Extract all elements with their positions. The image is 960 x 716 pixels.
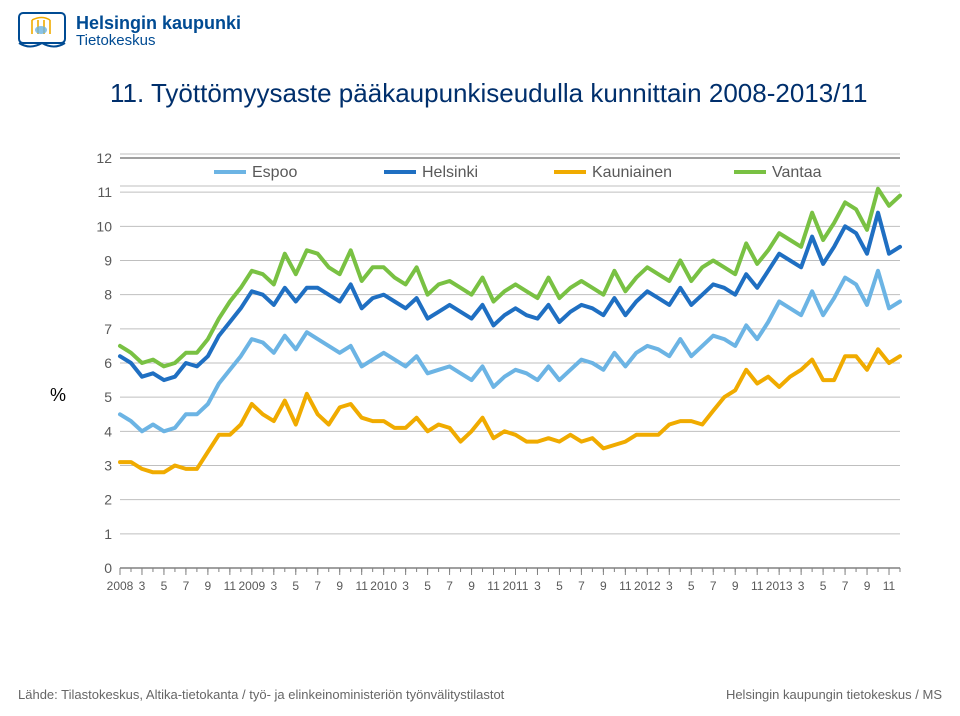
svg-text:10: 10: [96, 218, 112, 234]
svg-text:9: 9: [104, 253, 112, 269]
svg-text:6: 6: [104, 355, 112, 371]
svg-text:9: 9: [336, 579, 343, 593]
y-axis-unit: %: [50, 385, 66, 406]
footer: Lähde: Tilastokeskus, Altika-tietokanta …: [18, 687, 942, 702]
svg-text:7: 7: [104, 321, 112, 337]
brand-text: Helsingin kaupunki Tietokeskus: [76, 14, 241, 49]
line-chart: 0123456789101112200835791120093579112010…: [72, 148, 912, 618]
svg-text:3: 3: [798, 579, 805, 593]
svg-text:2013: 2013: [766, 579, 793, 593]
svg-text:Helsinki: Helsinki: [422, 164, 478, 181]
svg-text:3: 3: [104, 458, 112, 474]
footer-source: Lähde: Tilastokeskus, Altika-tietokanta …: [18, 687, 504, 702]
svg-text:5: 5: [556, 579, 563, 593]
svg-text:9: 9: [205, 579, 212, 593]
svg-text:7: 7: [314, 579, 321, 593]
svg-text:1: 1: [104, 526, 112, 542]
svg-text:7: 7: [842, 579, 849, 593]
brand-top: Helsingin kaupunki: [76, 14, 241, 33]
svg-text:3: 3: [270, 579, 277, 593]
svg-text:7: 7: [710, 579, 717, 593]
svg-text:7: 7: [183, 579, 190, 593]
svg-text:2008: 2008: [107, 579, 134, 593]
svg-text:2012: 2012: [634, 579, 661, 593]
svg-text:2011: 2011: [503, 579, 529, 593]
svg-text:5: 5: [161, 579, 168, 593]
svg-text:5: 5: [820, 579, 827, 593]
city-logo: [18, 12, 66, 50]
svg-text:3: 3: [666, 579, 673, 593]
brand-bottom: Tietokeskus: [76, 33, 241, 49]
svg-text:8: 8: [104, 287, 112, 303]
svg-text:11: 11: [97, 184, 112, 200]
slide-root: Helsingin kaupunki Tietokeskus 11. Tyött…: [0, 0, 960, 716]
svg-text:7: 7: [446, 579, 453, 593]
svg-text:11: 11: [883, 579, 896, 593]
svg-text:9: 9: [732, 579, 739, 593]
header: Helsingin kaupunki Tietokeskus: [18, 12, 241, 50]
svg-text:11: 11: [487, 579, 500, 593]
footer-credit: Helsingin kaupungin tietokeskus / MS: [726, 687, 942, 702]
svg-text:2: 2: [104, 492, 112, 508]
svg-text:2010: 2010: [370, 579, 397, 593]
slide-title: 11. Työttömyysaste pääkaupunkiseudulla k…: [110, 78, 900, 109]
svg-text:5: 5: [688, 579, 695, 593]
svg-text:2009: 2009: [238, 579, 265, 593]
svg-text:4: 4: [104, 423, 112, 439]
svg-text:Kauniainen: Kauniainen: [592, 164, 672, 181]
svg-text:11: 11: [355, 579, 368, 593]
svg-text:5: 5: [424, 579, 431, 593]
svg-text:9: 9: [468, 579, 475, 593]
svg-text:3: 3: [534, 579, 541, 593]
svg-text:0: 0: [104, 560, 112, 576]
svg-text:7: 7: [578, 579, 585, 593]
svg-text:12: 12: [96, 150, 112, 166]
svg-text:Espoo: Espoo: [252, 164, 297, 181]
svg-text:9: 9: [600, 579, 607, 593]
svg-text:5: 5: [104, 389, 112, 405]
svg-text:Vantaa: Vantaa: [772, 164, 822, 181]
svg-text:9: 9: [864, 579, 871, 593]
svg-text:11: 11: [751, 579, 764, 593]
svg-text:11: 11: [619, 579, 632, 593]
svg-text:3: 3: [402, 579, 409, 593]
svg-text:5: 5: [292, 579, 299, 593]
svg-text:11: 11: [224, 579, 237, 593]
svg-text:3: 3: [139, 579, 146, 593]
